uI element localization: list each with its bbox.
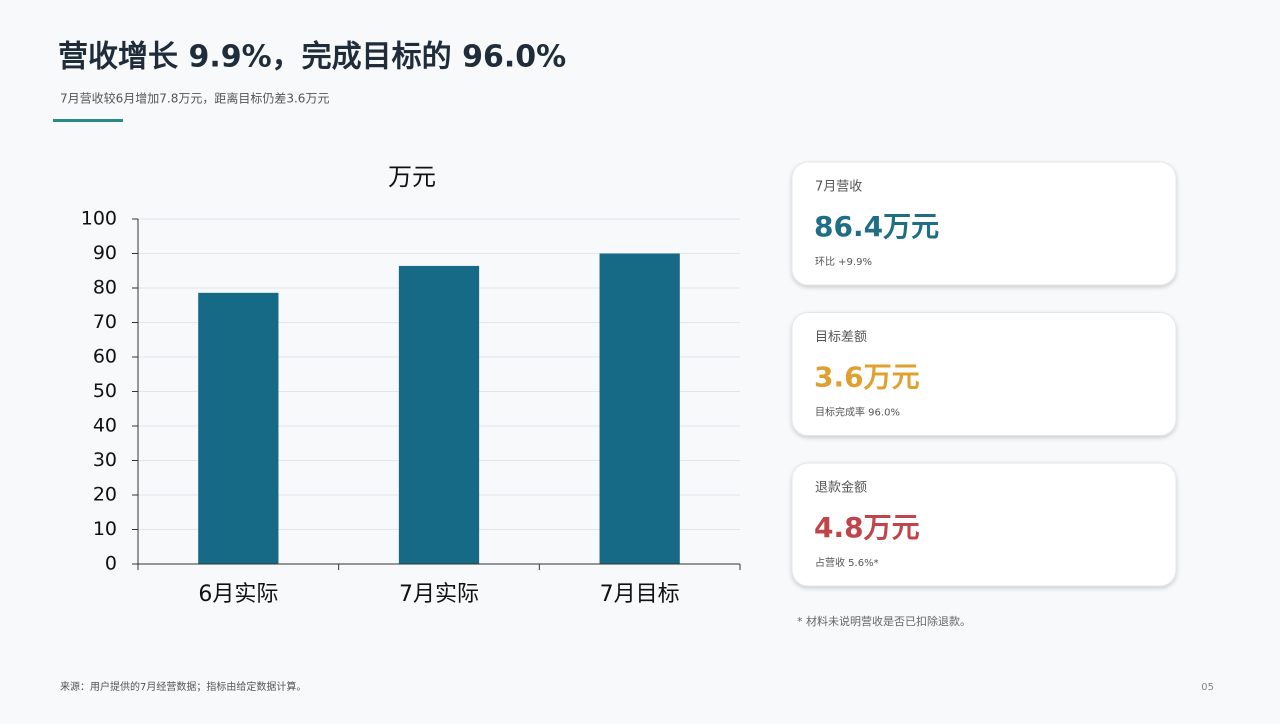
card-label: 7月营收 xyxy=(815,180,862,195)
title: 营收增长 9.9%，完成目标的 96.0% xyxy=(58,40,566,75)
chart: 万元 0 10 20 30 40 50 60 70 80 90 100 6月实际 7月实际 7月目标 xyxy=(81,163,741,607)
card-note: 占营收 5.6%* xyxy=(815,556,879,569)
y-tick-label: 90 xyxy=(93,242,117,264)
subtitle: 7月营收较6月增加7.8万元，距离目标仍差3.6万元 xyxy=(60,91,329,106)
chart-title: 万元 xyxy=(388,163,436,191)
y-tick-label: 10 xyxy=(93,518,117,540)
y-tick-label: 80 xyxy=(93,277,117,299)
bar xyxy=(198,292,279,564)
y-tick-label: 0 xyxy=(105,553,117,575)
y-tick-label: 40 xyxy=(93,415,117,437)
card-label: 目标差额 xyxy=(815,330,867,345)
footnote: * 材料未说明营收是否已扣除退款。 xyxy=(797,614,971,628)
x-tick-label: 6月实际 xyxy=(198,582,278,607)
card xyxy=(791,161,1177,286)
y-tick-label: 70 xyxy=(93,311,117,333)
card-value: 3.6万元 xyxy=(814,361,920,394)
y-tick-label: 60 xyxy=(93,346,117,368)
bar xyxy=(398,265,480,564)
y-tick-label: 30 xyxy=(93,449,117,471)
y-tick-label: 100 xyxy=(81,208,117,230)
card-note: 目标完成率 96.0% xyxy=(815,406,900,419)
card xyxy=(791,462,1177,587)
bar xyxy=(599,253,680,564)
card-note: 环比 +9.9% xyxy=(815,256,872,268)
y-tick-label: 20 xyxy=(93,484,117,506)
page-number: 05 xyxy=(1201,682,1214,693)
card-value: 4.8万元 xyxy=(814,511,920,544)
y-tick-label: 50 xyxy=(93,380,117,402)
title-underline xyxy=(53,119,123,122)
card xyxy=(791,312,1177,436)
x-tick-label: 7月目标 xyxy=(600,582,680,607)
card-value: 86.4万元 xyxy=(814,210,939,243)
x-tick-label: 7月实际 xyxy=(399,582,479,607)
card-label: 退款金额 xyxy=(815,480,867,496)
source: 来源：用户提供的7月经营数据；指标由给定数据计算。 xyxy=(60,680,306,693)
